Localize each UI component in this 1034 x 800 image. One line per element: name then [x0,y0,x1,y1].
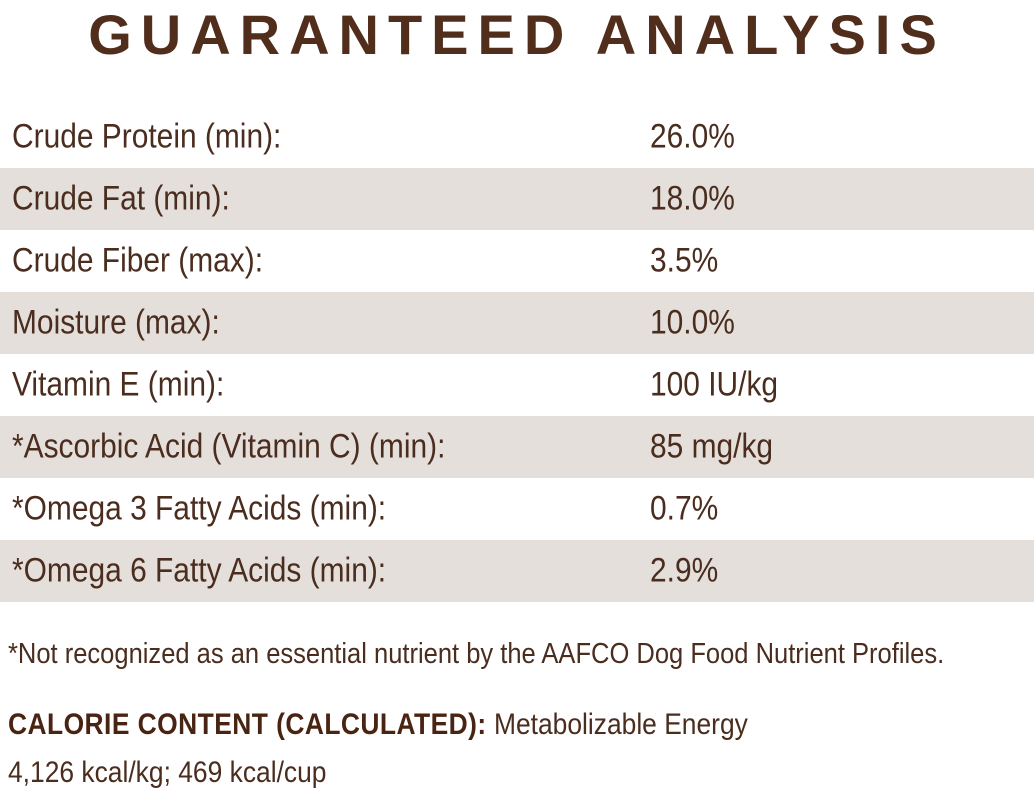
calorie-values: 4,126 kcal/kg; 469 kcal/cup [8,756,327,789]
nutrient-label: Crude Protein (min): [12,117,282,156]
nutrient-value: 10.0% [650,303,735,342]
nutrient-value: 0.7% [650,489,719,528]
nutrient-label: *Omega 3 Fatty Acids (min): [12,489,387,528]
nutrient-value: 26.0% [650,117,735,156]
nutrient-label: Crude Fat (min): [12,179,230,218]
table-row: Crude Fat (min): 18.0% [0,168,1034,230]
nutrient-value: 3.5% [650,241,719,280]
nutrient-value: 100 IU/kg [650,365,779,404]
nutrient-label: *Omega 6 Fatty Acids (min): [12,551,387,590]
calorie-content-label: CALORIE CONTENT (CALCULATED): [8,708,487,741]
nutrient-value: 85 mg/kg [650,427,774,466]
table-row: *Omega 6 Fatty Acids (min): 2.9% [0,540,1034,602]
nutrient-label: Vitamin E (min): [12,365,225,404]
table-row: Crude Protein (min): 26.0% [0,106,1034,168]
aafco-footnote: *Not recognized as an essential nutrient… [8,638,945,670]
nutrient-value: 18.0% [650,179,735,218]
metabolizable-energy-text: Metabolizable Energy [493,708,748,741]
table-row: *Omega 3 Fatty Acids (min): 0.7% [0,478,1034,540]
table-row: Moisture (max): 10.0% [0,292,1034,354]
nutrient-label: *Ascorbic Acid (Vitamin C) (min): [12,427,446,466]
calorie-content-line: CALORIE CONTENT (CALCULATED): Metaboliza… [8,708,748,742]
guaranteed-analysis-table: Crude Protein (min): 26.0% Crude Fat (mi… [0,106,1034,602]
nutrient-label: Moisture (max): [12,303,220,342]
nutrient-label: Crude Fiber (max): [12,241,264,280]
table-row: Vitamin E (min): 100 IU/kg [0,354,1034,416]
nutrient-value: 2.9% [650,551,719,590]
table-row: *Ascorbic Acid (Vitamin C) (min): 85 mg/… [0,416,1034,478]
page-title: GUARANTEED ANALYSIS [88,3,946,66]
table-row: Crude Fiber (max): 3.5% [0,230,1034,292]
